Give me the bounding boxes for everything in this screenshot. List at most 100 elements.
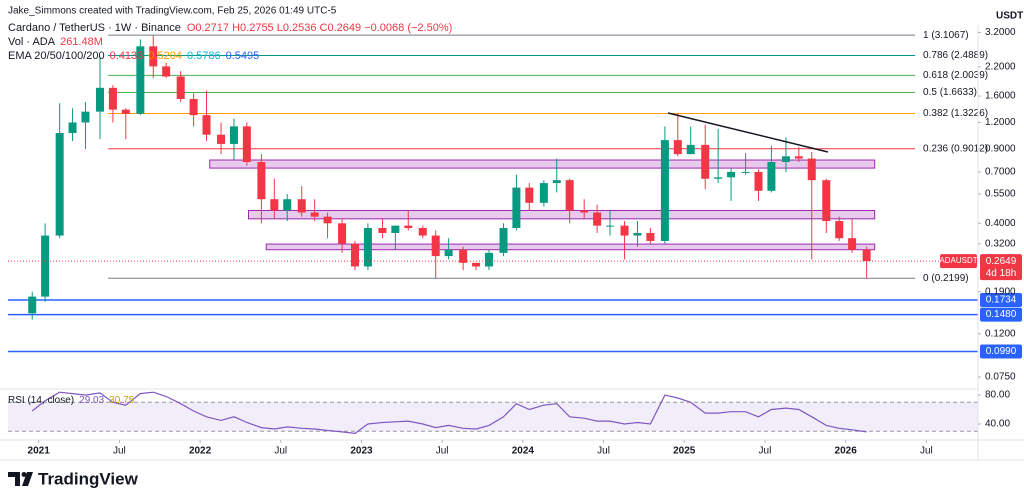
candle-body [297, 199, 306, 213]
price-tag [980, 254, 1022, 281]
candle-body [781, 156, 790, 163]
header: Jake_Simmons created with TradingView.co… [8, 6, 1023, 406]
candle-body [580, 210, 589, 213]
fib-label: 0 (0.2199) [923, 273, 969, 284]
y-tick-label: 0.1900 [985, 286, 1016, 297]
candle-body [162, 66, 171, 77]
y-tick-label: 0.5500 [985, 189, 1016, 200]
candle-body [499, 228, 508, 253]
ohlc: O0.2717 H0.2755 L0.2536 C0.2649 −0.0068 … [187, 22, 452, 34]
y-tick-label: 0.0750 [985, 372, 1016, 383]
candle-body [484, 252, 493, 267]
x-tick-label: 2022 [189, 446, 212, 457]
candle-body [807, 158, 816, 181]
x-tick-label: Jul [920, 446, 933, 457]
resistance-zone [265, 243, 876, 251]
candle-body [351, 243, 360, 267]
candle-body [835, 221, 844, 239]
x-tick-label: 2026 [835, 446, 858, 457]
candle-body [794, 156, 803, 159]
candle-body [431, 235, 440, 257]
ema-label: EMA 20/50/100/200 [8, 50, 105, 62]
candle-body [121, 109, 130, 114]
candle-body [136, 46, 145, 114]
candle-body [95, 87, 104, 112]
candle-body [41, 235, 50, 297]
ema-value: 0.4133 [110, 50, 144, 62]
level-label: 0.1734 [986, 295, 1017, 306]
fib-label: 0.618 (2.0039) [923, 70, 988, 81]
candle-body [822, 180, 831, 222]
candle-body [686, 144, 695, 155]
candle-body [593, 212, 602, 226]
candle-body [633, 232, 642, 236]
candle-body [217, 134, 226, 144]
y-tick-label: 1.2000 [985, 117, 1016, 128]
brand: TradingView [38, 469, 139, 488]
countdown-label: 4d 18h [986, 268, 1017, 279]
rsi-band [8, 402, 978, 432]
ema-value: 0.5786 [187, 50, 221, 62]
candle-body [673, 140, 682, 155]
x-tick-label: Jul [113, 446, 126, 457]
candle-body [189, 98, 198, 116]
candle-body [620, 225, 629, 236]
level-label: 0.0990 [986, 346, 1017, 357]
candle-body [444, 249, 453, 257]
symbol-tag [940, 254, 977, 269]
fib-label: 1 (3.1067) [923, 30, 969, 41]
candle-body [378, 228, 387, 233]
candle-body [149, 46, 158, 67]
candle-body [338, 223, 347, 244]
candle-body [418, 228, 427, 236]
level-label: 0.1480 [986, 309, 1017, 320]
footer: TradingView [8, 469, 139, 488]
fib-label: 0.786 (2.4889) [923, 50, 988, 61]
candle-body [363, 228, 372, 267]
candle-body [552, 180, 561, 184]
y-tick-label: 0.4000 [985, 218, 1016, 229]
rsi-reading: 29.03 [79, 395, 104, 406]
rsi-reading: 30.75 [109, 395, 134, 406]
candle-body [229, 126, 238, 144]
candle-body [472, 262, 481, 267]
trendline [667, 112, 829, 153]
candle-body [68, 122, 77, 133]
candle-body [862, 249, 871, 262]
candle-body [660, 140, 669, 241]
y-tick-label: 3.2000 [985, 27, 1016, 38]
logo-dot [21, 472, 27, 477]
currency: USDT [996, 11, 1023, 22]
candle-body [565, 180, 574, 211]
y-tick-label: 0.3200 [985, 238, 1016, 249]
candle-body [202, 115, 211, 135]
candle-body [525, 187, 534, 203]
candle-body [270, 199, 279, 211]
candle-body [539, 183, 548, 203]
candle-body [310, 212, 319, 217]
candle-body [714, 177, 723, 179]
candle-body [646, 232, 655, 241]
x-tick-label: 2021 [28, 446, 51, 457]
y-tick-label: 1.6000 [985, 91, 1016, 102]
candle-body [701, 144, 710, 179]
candle-body [727, 171, 736, 178]
candle-body [176, 76, 185, 99]
resistance-zone [209, 159, 876, 169]
rsi-legend: RSI (14, close) 29.03 30.75 [8, 395, 135, 406]
candle-body [767, 162, 776, 191]
candle-body [242, 126, 251, 163]
rsi-tick-label: 40.00 [985, 419, 1010, 430]
attribution: Jake_Simmons created with TradingView.co… [8, 6, 337, 17]
x-tick-label: 2023 [350, 446, 373, 457]
x-tick-label: 2025 [673, 446, 696, 457]
symbol-title: Cardano / TetherUS · 1W · Binance O0.2717… [8, 22, 452, 34]
candle-body [848, 238, 857, 250]
volume-legend: Vol · ADA 261.48M [8, 36, 103, 48]
candle-body [323, 216, 332, 224]
volume-label: Vol · ADA [8, 36, 56, 48]
x-tick-label: 2024 [512, 446, 535, 457]
